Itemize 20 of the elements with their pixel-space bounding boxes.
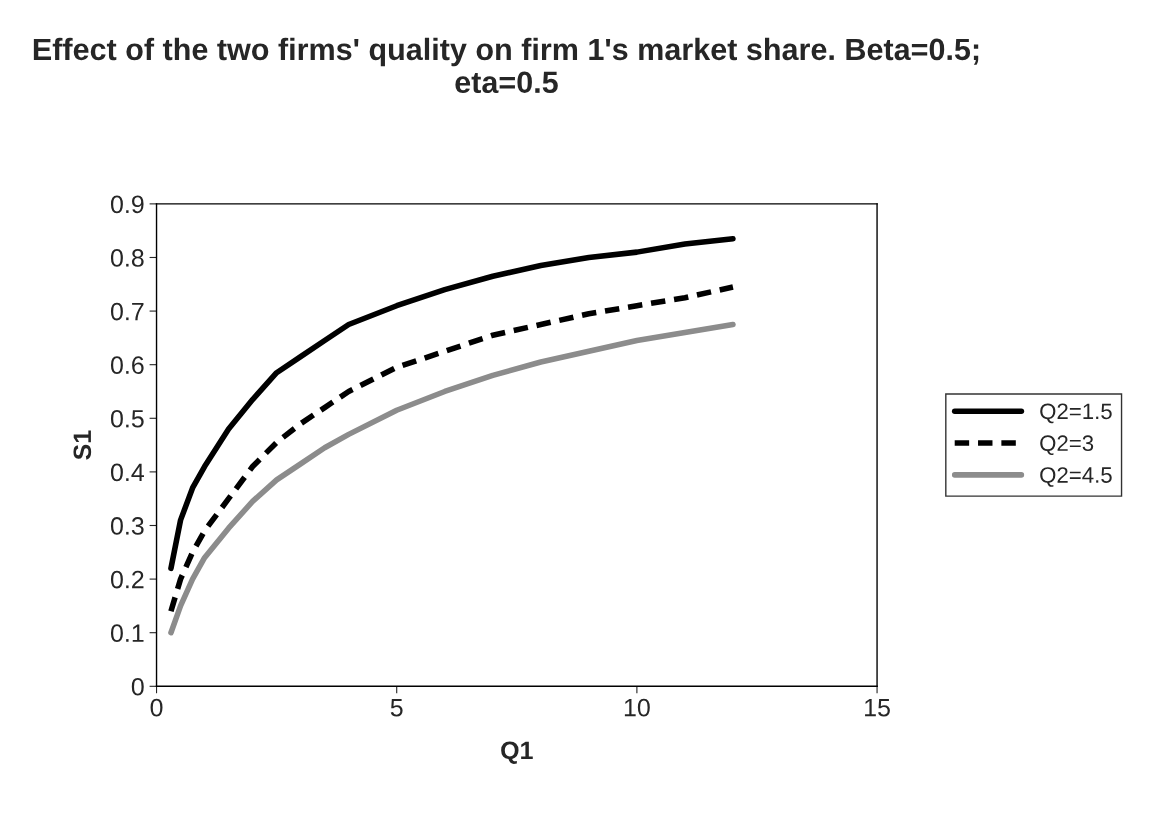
chart-title: Effect of the two firms' quality on firm 1's market share. Beta=0.5; eta=0.5 [33, 37, 979, 94]
x-tick-label: 15 [865, 699, 890, 717]
y-tick-label: 0.2 [110, 570, 144, 589]
x-tick-label: 10 [624, 698, 650, 717]
legend-label: Q2=3 [1040, 435, 1094, 456]
y-tick-label: 0.5 [110, 409, 144, 428]
x-tick-label: 0 [150, 698, 163, 717]
legend-label: Q2=1.5 [1040, 403, 1112, 424]
x-tick-label: 5 [390, 699, 403, 717]
y-tick-label: 0 [131, 677, 144, 696]
y-tick-label: 0.1 [110, 624, 144, 642]
y-tick-label: 0.8 [110, 249, 144, 267]
x-axis-title: Q1 [501, 741, 533, 764]
y-tick-label: 0.4 [110, 463, 144, 482]
y-tick-label: 0.9 [110, 195, 144, 214]
y-tick-label: 0.3 [110, 517, 144, 535]
y-tick-label: 0.7 [110, 302, 144, 321]
y-axis-title: S1 [73, 430, 92, 460]
legend-label: Q2=4.5 [1040, 467, 1112, 487]
y-tick-label: 0.6 [110, 356, 144, 374]
